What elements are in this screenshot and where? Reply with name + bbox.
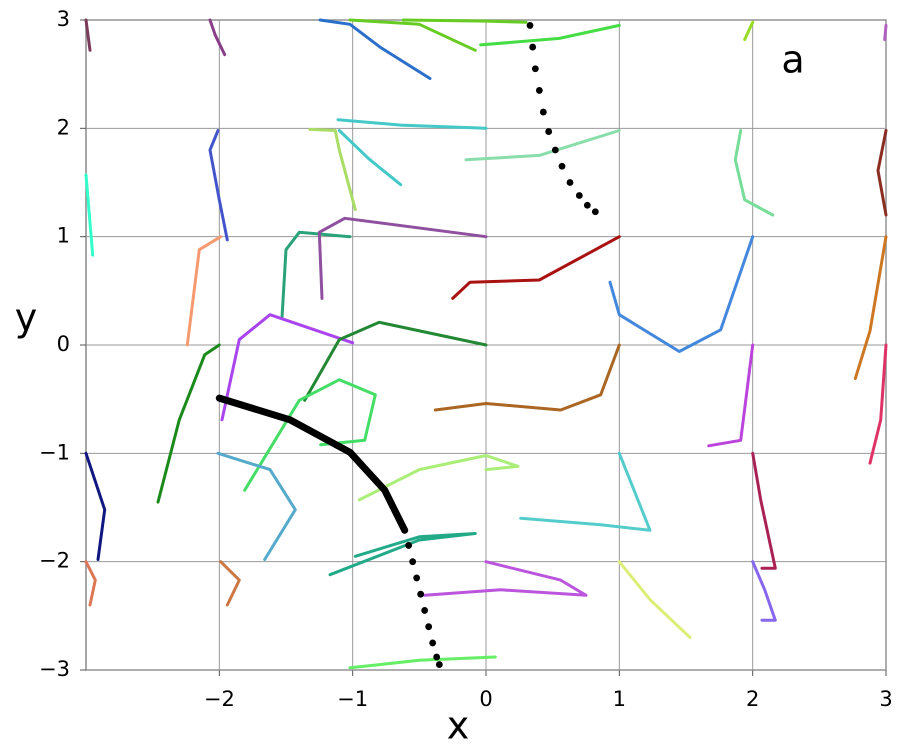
trajectory-dot bbox=[531, 65, 539, 73]
trajectory bbox=[84, 18, 92, 52]
y-tick-label: −2 bbox=[39, 549, 70, 573]
trajectory bbox=[208, 18, 227, 57]
x-tick-label: 2 bbox=[746, 687, 759, 711]
trajectory-dot bbox=[575, 192, 583, 199]
trajectory-dot bbox=[405, 542, 413, 549]
trajectory bbox=[303, 320, 488, 402]
trajectory bbox=[328, 532, 477, 577]
trajectory bbox=[464, 129, 621, 162]
trajectory bbox=[519, 451, 652, 532]
trajectory-dot bbox=[409, 558, 417, 566]
trajectory bbox=[853, 235, 888, 381]
x-tick-label: 1 bbox=[613, 687, 626, 711]
trajectory-dot bbox=[539, 108, 547, 116]
trajectory bbox=[337, 129, 403, 187]
trajectory bbox=[317, 216, 488, 300]
trajectory bbox=[423, 560, 588, 597]
trajectory bbox=[357, 454, 520, 502]
trajectory bbox=[215, 394, 409, 534]
trajectory bbox=[219, 560, 241, 607]
trajectory-dot bbox=[551, 146, 559, 154]
trajectory-dot bbox=[545, 128, 553, 135]
y-tick-label: 3 bbox=[57, 7, 70, 31]
trajectory-dot bbox=[433, 653, 441, 661]
trajectory bbox=[243, 378, 377, 492]
trajectory-dot bbox=[591, 208, 599, 216]
trajectory bbox=[220, 313, 355, 422]
trajectory bbox=[348, 18, 477, 52]
trajectory-dot bbox=[583, 201, 591, 209]
trajectory-dot bbox=[566, 179, 574, 186]
trajectory bbox=[617, 560, 692, 639]
trajectory bbox=[185, 235, 223, 347]
y-tick-label: −1 bbox=[39, 440, 70, 464]
trajectory bbox=[707, 343, 755, 448]
trajectory bbox=[433, 343, 621, 412]
trajectory bbox=[308, 127, 357, 212]
trajectory bbox=[280, 230, 352, 320]
trajectory-dot bbox=[526, 22, 534, 29]
trajectory bbox=[868, 343, 888, 465]
trajectory bbox=[401, 18, 528, 24]
trajectory bbox=[348, 655, 497, 670]
trajectory-dot bbox=[558, 162, 566, 170]
x-tick-label: 0 bbox=[479, 687, 492, 711]
trajectory-dot bbox=[421, 607, 429, 614]
x-tick-label: −1 bbox=[337, 687, 368, 711]
trajectory bbox=[208, 129, 229, 242]
x-tick-label: 3 bbox=[879, 687, 892, 711]
trajectory bbox=[743, 20, 755, 41]
trajectory bbox=[751, 560, 777, 622]
trajectory-dot bbox=[529, 43, 537, 51]
trajectory bbox=[216, 451, 297, 561]
trajectory bbox=[318, 18, 432, 80]
trajectory bbox=[451, 235, 621, 300]
y-tick-label: 1 bbox=[57, 224, 70, 248]
trajectory bbox=[84, 560, 97, 607]
trajectory-dot bbox=[401, 526, 409, 534]
trajectory bbox=[733, 129, 775, 217]
trajectory bbox=[608, 235, 755, 353]
trajectory-dot bbox=[535, 87, 543, 94]
y-tick-label: −3 bbox=[39, 657, 70, 681]
trajectory bbox=[84, 173, 95, 257]
y-tick-label: 2 bbox=[57, 115, 70, 139]
trajectory bbox=[876, 129, 888, 217]
trajectory-dot bbox=[425, 623, 433, 631]
trajectory bbox=[336, 118, 488, 130]
trajectory-dot bbox=[417, 590, 425, 598]
y-axis-label: y bbox=[15, 296, 38, 340]
trajectory bbox=[751, 451, 777, 570]
trajectory bbox=[479, 23, 621, 47]
trajectory-dot bbox=[413, 574, 421, 582]
y-tick-label: 0 bbox=[57, 332, 70, 356]
trajectory-dot bbox=[429, 639, 437, 647]
trajectory bbox=[84, 451, 107, 561]
x-tick-label: −2 bbox=[204, 687, 235, 711]
trajectory bbox=[156, 343, 221, 504]
trajectory-dot bbox=[435, 661, 443, 668]
panel-label: a bbox=[781, 38, 804, 82]
trajectory bbox=[883, 23, 888, 41]
x-axis-label: x bbox=[447, 704, 470, 748]
